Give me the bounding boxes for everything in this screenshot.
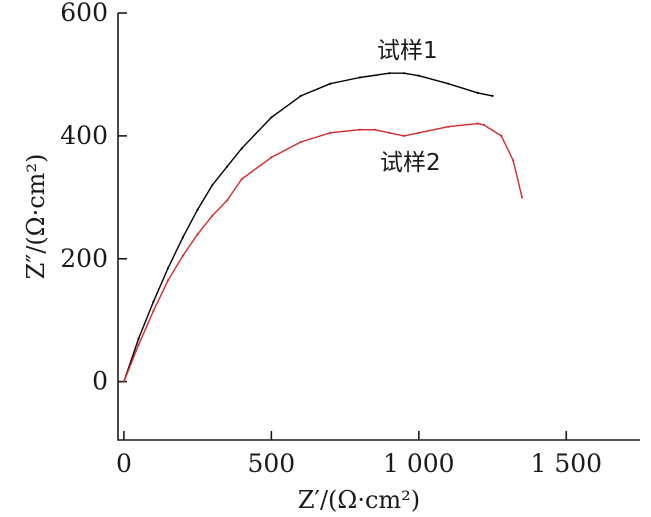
y-tick-label: 200 xyxy=(60,244,108,273)
series-2-point xyxy=(388,131,391,134)
tick-labels: 0 200 400 600 0 500 1 000 1 500 xyxy=(60,0,602,478)
series-1-point xyxy=(299,94,302,97)
series-1-point xyxy=(152,300,155,303)
y-tick-label: 600 xyxy=(60,0,108,27)
series-1-point xyxy=(476,91,479,94)
x-tick-label: 1 000 xyxy=(383,449,455,478)
series-2-point xyxy=(137,343,140,346)
series-2-point xyxy=(211,214,214,217)
series-1-point xyxy=(417,74,420,77)
series-1-point xyxy=(358,76,361,79)
series-2-point xyxy=(299,140,302,144)
series-1-point xyxy=(447,82,450,85)
ticks xyxy=(118,12,568,440)
series-2-point xyxy=(358,128,361,131)
series-1-point xyxy=(226,165,229,168)
series-2-point xyxy=(403,134,406,137)
series-2-point xyxy=(196,233,199,236)
series-1-point xyxy=(403,72,406,75)
series-1-point xyxy=(211,183,214,187)
series-2-point xyxy=(152,309,155,313)
series-2-point xyxy=(476,122,479,125)
series-2-point xyxy=(482,123,485,126)
x-tick-label: 500 xyxy=(247,449,295,478)
x-tick-label: 0 xyxy=(116,449,132,478)
series-1-point xyxy=(181,236,184,239)
axes xyxy=(117,13,640,441)
series-1-point xyxy=(388,72,391,75)
y-axis-title: Z″/(Ω·cm²) xyxy=(22,154,50,280)
y-tick-label: 0 xyxy=(92,367,108,396)
series-2-point xyxy=(500,134,503,137)
series-1-point xyxy=(137,337,140,340)
series-2-point xyxy=(447,125,450,128)
series-1-point xyxy=(167,266,170,270)
series-2-point xyxy=(417,131,420,134)
series-2-point xyxy=(329,131,332,134)
series-2-point xyxy=(167,279,170,282)
axis-frame xyxy=(117,13,640,441)
series-lines xyxy=(122,72,524,383)
series-line-2 xyxy=(123,122,523,382)
series-1-point xyxy=(491,94,494,97)
series-2-point xyxy=(181,254,184,257)
series-2-point xyxy=(240,177,243,180)
y-tick-label: 400 xyxy=(60,121,108,150)
series-2-point xyxy=(520,196,524,199)
series-2-point xyxy=(373,128,376,131)
series-1-point xyxy=(196,208,199,211)
series-1-point xyxy=(240,147,243,150)
axis-titles: Z′/(Ω·cm²) Z″/(Ω·cm²) xyxy=(22,154,420,514)
series-label-2: 试样2 xyxy=(380,150,441,176)
series-2-point xyxy=(122,380,125,383)
series-1-point xyxy=(270,116,273,119)
series-2-point xyxy=(512,159,515,162)
series-1-point xyxy=(329,82,332,85)
series-labels: 试样1 试样2 xyxy=(377,38,441,176)
x-tick-label: 1 500 xyxy=(530,449,602,478)
series-2-point xyxy=(270,156,273,159)
series-2-point xyxy=(226,199,229,202)
x-axis-title: Z′/(Ω·cm²) xyxy=(298,486,420,514)
series-line-1 xyxy=(123,72,493,382)
series-label-1: 试样1 xyxy=(377,38,438,64)
